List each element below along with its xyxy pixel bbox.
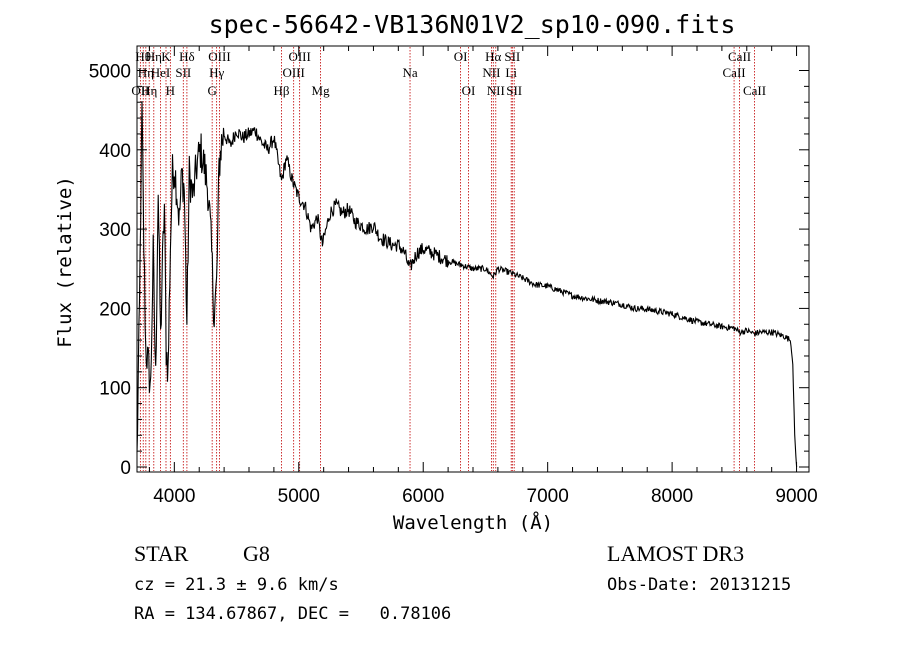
y-axis-label: Flux (relative) (54, 176, 76, 348)
emission-line-label: K (161, 49, 171, 64)
spectrum-line (136, 101, 798, 468)
redshift-readout: cz = 21.3 ± 9.6 km/s (134, 575, 339, 595)
y-tick-label: 200 (99, 299, 131, 320)
emission-line-label: SII (175, 65, 191, 80)
emission-line-label: OIII (208, 49, 230, 64)
x-tick-label: 8000 (651, 486, 693, 507)
coordinates: RA = 134.67867, DEC = 0.78106 (134, 604, 451, 624)
emission-line-label: HeI (151, 65, 171, 80)
spectrum-series (136, 101, 798, 468)
emission-line-label: Li (505, 65, 517, 80)
y-tick-label: 300 (99, 220, 131, 241)
emission-line-label: H (166, 83, 175, 98)
y-tick-label: 5000 (89, 62, 131, 83)
emission-line-label: SII (506, 83, 522, 98)
emission-line-label: Hα (485, 49, 501, 64)
x-axis-label: Wavelength (Å) (393, 511, 553, 534)
x-tick-label: 6000 (402, 486, 444, 507)
y-tick-label: 100 (99, 379, 131, 400)
emission-line-label: OIII (288, 49, 310, 64)
x-tick-label: 9000 (775, 486, 817, 507)
emission-line-label: Hγ (209, 65, 224, 80)
emission-line-label: OI (462, 83, 476, 98)
x-tick-label: 5000 (278, 486, 320, 507)
x-tick-label: 4000 (153, 486, 195, 507)
emission-line-label: Mg (312, 83, 331, 98)
emission-line-label: G (207, 83, 216, 98)
obs-date: Obs-Date: 20131215 (607, 575, 791, 595)
object-class: STAR (134, 541, 189, 566)
emission-line-label: Hθ (135, 49, 151, 64)
emission-line-label: Hη (141, 83, 157, 98)
subclass: G8 (243, 541, 270, 566)
emission-line-label: Hδ (179, 49, 195, 64)
survey-name: LAMOST DR3 (607, 541, 744, 566)
emission-line-label: CaII (723, 65, 746, 80)
emission-line-label: Na (402, 65, 417, 80)
y-axis-ticks: 0 100 200 300 400 5000 (89, 62, 809, 479)
emission-line-label: OIII (282, 65, 304, 80)
emission-line-label: NII (487, 83, 505, 98)
x-axis-ticks: 4000 5000 6000 7000 8000 9000 (148, 46, 818, 507)
emission-line-label: CaII (743, 83, 766, 98)
emission-line-label: Hη (138, 65, 154, 80)
emission-line-label: CaII (728, 49, 751, 64)
emission-line-labels: OIIHθHηHηHηHeIKHSIIHδGHγOIIIHβOIIIOIIIMg… (131, 49, 766, 98)
x-tick-label: 7000 (527, 486, 569, 507)
emission-line-label: OI (454, 49, 468, 64)
y-tick-label: 400 (99, 141, 131, 162)
emission-line-label: OII (131, 83, 149, 98)
emission-line-label: Hη (146, 49, 162, 64)
emission-line-label: SII (504, 49, 520, 64)
emission-line-label: NII (482, 65, 500, 80)
y-tick-label: 0 (120, 458, 131, 479)
emission-line-label: Hβ (273, 83, 289, 98)
chart-title: spec-56642-VB136N01V2_sp10-090.fits (209, 10, 736, 39)
